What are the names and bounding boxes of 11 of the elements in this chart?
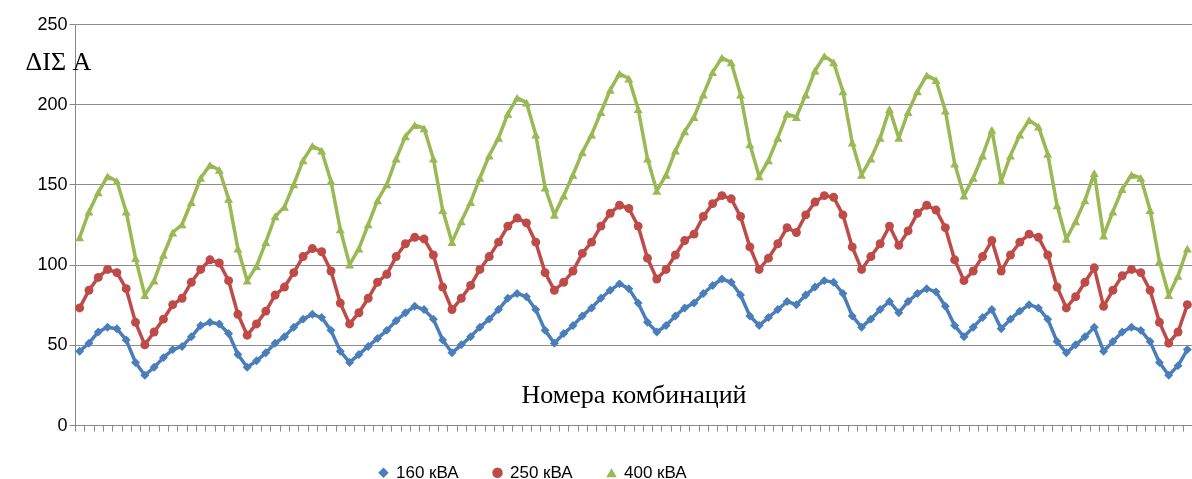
- y-tick-label: 50: [47, 334, 68, 355]
- y-tick-label: 0: [57, 414, 68, 435]
- y-tick-label: 150: [37, 173, 68, 194]
- legend-label: 250 кВА: [510, 462, 574, 479]
- legend-label: 160 кВА: [396, 462, 460, 479]
- x-axis-title: Номера комбинаций: [521, 379, 747, 409]
- y-tick-label: 200: [37, 93, 68, 114]
- y-tick-label: 100: [37, 254, 68, 275]
- y-tick-label: 250: [37, 13, 68, 34]
- y-axis-title: ΔIΣ A: [25, 46, 92, 76]
- legend-label: 400 кВА: [624, 462, 688, 479]
